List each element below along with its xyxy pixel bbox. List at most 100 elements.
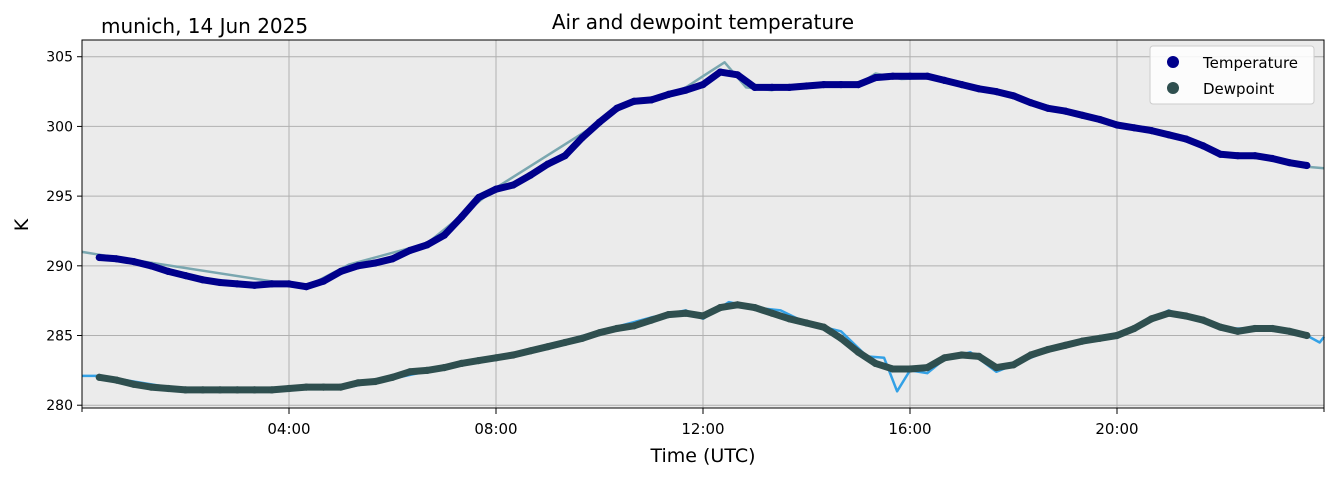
dewpoint-point	[1216, 323, 1225, 331]
dewpoint-point	[544, 343, 552, 351]
dewpoint-point	[992, 364, 1000, 372]
temperature-point	[837, 81, 845, 89]
temperature-point	[1078, 111, 1087, 119]
dewpoint-point	[268, 386, 276, 394]
temperature-point	[1147, 127, 1156, 135]
dewpoint-point	[768, 309, 776, 317]
temperature-point	[509, 181, 517, 189]
x-tick-label: 08:00	[474, 420, 517, 438]
legend-label-dewpoint: Dewpoint	[1203, 80, 1274, 98]
dewpoint-point	[233, 386, 241, 394]
dewpoint-point	[751, 304, 759, 312]
temperature-point	[302, 283, 310, 291]
dewpoint-point	[1044, 345, 1052, 354]
dewpoint-point	[1113, 331, 1121, 340]
dewpoint-point	[250, 386, 259, 394]
temperature-point	[1130, 124, 1138, 132]
y-tick-label: 285	[46, 329, 73, 345]
dewpoint-point	[492, 354, 500, 362]
temperature-point	[164, 267, 172, 275]
temperature-point	[889, 72, 897, 80]
temperature-point	[181, 272, 190, 280]
dewpoint-point	[337, 383, 345, 391]
dewpoint-point	[647, 316, 655, 324]
dewpoint-point	[130, 380, 138, 388]
temperature-point	[354, 262, 362, 270]
temperature-point	[423, 241, 431, 249]
dewpoint-point	[1234, 327, 1242, 335]
legend-box	[1149, 45, 1315, 105]
y-axis-ticks: 280 285 290 295 300 305	[46, 50, 82, 414]
dewpoint-point	[1078, 337, 1087, 345]
dewpoint-point	[733, 301, 742, 309]
temperature-point	[785, 83, 793, 91]
dewpoint-point	[940, 354, 949, 362]
dewpoint-point	[95, 373, 103, 381]
temperature-point	[1251, 152, 1259, 160]
temperature-point	[940, 76, 949, 84]
dewpoint-point	[664, 311, 673, 319]
temperature-point	[682, 86, 690, 94]
temperature-point	[1113, 121, 1121, 129]
temperature-point	[613, 104, 621, 112]
y-tick-label: 305	[46, 50, 73, 66]
temperature-point	[216, 278, 224, 287]
x-tick-label: 12:00	[681, 420, 724, 438]
dewpoint-point	[1009, 361, 1018, 369]
temperature-point	[337, 267, 345, 275]
dewpoint-point	[423, 366, 431, 374]
x-axis-label: Time (UTC)	[649, 445, 755, 467]
dewpoint-point	[923, 364, 931, 372]
dewpoint-point	[1199, 316, 1207, 324]
dewpoint-point	[595, 329, 604, 337]
temperature-point	[1216, 150, 1225, 158]
temperature-point	[871, 74, 880, 82]
temperature-point	[802, 82, 811, 90]
y-tick-label: 290	[46, 259, 73, 275]
temperature-point	[595, 118, 604, 126]
temperature-point	[699, 81, 707, 89]
dewpoint-point	[164, 384, 172, 393]
temperature-point	[1009, 92, 1018, 100]
temperature-point	[561, 152, 569, 160]
legend-marker-temperature	[1167, 56, 1179, 68]
dewpoint-point	[216, 386, 224, 394]
temperature-point	[457, 213, 466, 221]
dewpoint-point	[699, 312, 707, 320]
dewpoint-point	[181, 386, 190, 394]
dewpoint-point	[319, 383, 328, 391]
y-tick-label: 280	[46, 398, 73, 414]
legend: Temperature Dewpoint	[1149, 45, 1315, 105]
temperature-point	[1165, 131, 1173, 139]
dewpoint-point	[889, 365, 897, 373]
chart-title: Air and dewpoint temperature	[552, 10, 854, 34]
dewpoint-point	[630, 322, 638, 330]
legend-marker-dewpoint	[1167, 82, 1179, 94]
y-tick-label: 295	[46, 189, 73, 205]
temperature-point	[906, 72, 914, 80]
temperature-point	[958, 81, 966, 89]
temperature-point	[250, 281, 259, 289]
temperature-point	[285, 280, 293, 288]
y-tick-label: 300	[46, 119, 73, 135]
dewpoint-point	[285, 384, 293, 393]
temperature-point	[1234, 152, 1242, 160]
dewpoint-point	[526, 347, 535, 355]
dewpoint-point	[871, 359, 880, 367]
temperature-point	[268, 280, 276, 288]
dewpoint-point	[457, 359, 466, 367]
x-tick-label: 20:00	[1095, 420, 1138, 438]
temperature-point	[1303, 161, 1311, 170]
dewpoint-point	[1285, 327, 1294, 335]
temperature-point	[1268, 154, 1276, 163]
dewpoint-point	[147, 383, 155, 391]
x-axis-ticks: 04:00 08:00 12:00 16:00 20:00	[81, 408, 1325, 438]
dewpoint-point	[1268, 324, 1276, 333]
dewpoint-point	[1303, 331, 1311, 340]
dewpoint-point	[406, 368, 414, 376]
temperature-point	[406, 246, 414, 255]
dewpoint-point	[682, 309, 690, 317]
temperature-point	[233, 280, 241, 288]
temperature-point	[716, 68, 724, 76]
dewpoint-point	[302, 383, 310, 391]
